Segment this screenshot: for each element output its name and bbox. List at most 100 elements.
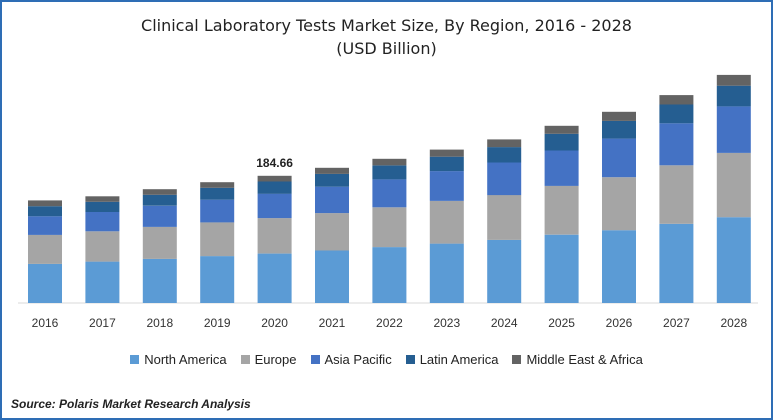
- bar-segment-2019-2: [200, 199, 235, 223]
- bar-segment-2020-3: [257, 181, 292, 194]
- bar-segment-2016-2: [28, 216, 62, 235]
- legend-label: North America: [144, 352, 227, 367]
- x-tick-label: 2026: [606, 316, 633, 330]
- bar-segment-2021-1: [315, 213, 349, 251]
- x-tick-label: 2024: [491, 316, 518, 330]
- bar-segment-2026-0: [602, 230, 636, 303]
- bar-segment-2028-2: [716, 106, 751, 153]
- x-tick-label: 2025: [548, 316, 575, 330]
- bar-segment-2023-1: [429, 201, 464, 244]
- bar-segment-2021-2: [315, 186, 349, 214]
- bar-segment-2018-1: [142, 226, 177, 259]
- bar-segment-2023-3: [429, 156, 464, 172]
- bar-segment-2023-0: [429, 243, 464, 303]
- bar-segment-2027-1: [659, 165, 694, 224]
- legend-label: Middle East & Africa: [526, 352, 643, 367]
- bar-segment-2024-0: [487, 239, 522, 303]
- bar-segment-2028-4: [716, 74, 751, 86]
- bar-segment-2020-1: [257, 218, 292, 254]
- legend-item: Middle East & Africa: [512, 352, 643, 367]
- bar-segment-2017-0: [85, 261, 120, 303]
- bar-segment-2019-4: [200, 182, 235, 188]
- x-tick-label: 2021: [319, 316, 346, 330]
- legend-label: Asia Pacific: [324, 352, 392, 367]
- bar-segment-2022-4: [372, 158, 407, 166]
- x-tick-label: 2027: [663, 316, 690, 330]
- bar-segment-2018-0: [142, 258, 177, 303]
- bar-segment-2021-3: [315, 173, 349, 187]
- x-tick-label: 2020: [261, 316, 288, 330]
- legend-label: Latin America: [419, 352, 499, 367]
- stacked-bar-chart: 2016 2017 2018 2019 2020 184.66 2021 2022 2023 20…: [18, 74, 758, 330]
- legend-swatch: [512, 355, 522, 364]
- x-tick-label: 2022: [376, 316, 403, 330]
- legend-item: Europe: [240, 352, 297, 367]
- bar-segment-2024-2: [487, 162, 522, 196]
- bar-segment-2028-0: [716, 217, 751, 303]
- x-tick-label: 2018: [146, 316, 173, 330]
- x-tick-label: 2023: [433, 316, 460, 330]
- bar-segment-2022-1: [372, 207, 407, 248]
- bar-segment-2020-4: [257, 175, 292, 182]
- bar-segment-2017-4: [85, 196, 120, 202]
- bar-segment-2024-3: [487, 147, 522, 163]
- bar-segment-2025-1: [544, 185, 579, 235]
- bar-segment-2019-0: [200, 256, 235, 303]
- bar-segment-2017-2: [85, 212, 120, 232]
- bar-segment-2017-3: [85, 201, 120, 212]
- x-tick-label: 2017: [89, 316, 116, 330]
- x-tick-label: 2016: [32, 316, 59, 330]
- x-tick-label: 2019: [204, 316, 231, 330]
- bar-segment-2025-2: [544, 150, 579, 186]
- bar-segment-2027-0: [659, 223, 694, 303]
- legend-swatch: [240, 355, 250, 364]
- source-note: Source: Polaris Market Research Analysis: [11, 397, 251, 411]
- bar-segment-2022-3: [372, 165, 407, 180]
- bar-segment-2025-0: [544, 234, 579, 303]
- bar-segment-2024-1: [487, 195, 522, 240]
- bar-segment-2027-2: [659, 123, 694, 166]
- bar-segment-2028-1: [716, 152, 751, 218]
- bar-segment-2017-1: [85, 231, 120, 262]
- bar-segment-2022-0: [372, 247, 407, 303]
- bar-segment-2018-2: [142, 205, 177, 227]
- x-tick-label: 2028: [720, 316, 747, 330]
- bar-segment-2026-1: [602, 177, 636, 231]
- chart-title: Clinical Laboratory Tests Market Size, B…: [141, 16, 632, 35]
- bar-segment-2023-2: [429, 171, 464, 201]
- bar-segment-2026-3: [602, 120, 636, 139]
- bar-segment-2018-3: [142, 194, 177, 206]
- bar-segment-2016-1: [28, 234, 62, 264]
- bar-segment-2016-3: [28, 206, 62, 217]
- legend-swatch: [310, 355, 320, 364]
- bar-segment-2016-0: [28, 263, 62, 303]
- legend-swatch: [405, 355, 415, 364]
- legend-swatch: [130, 355, 140, 364]
- bar-segment-2027-3: [659, 104, 694, 124]
- chart-subtitle: (USD Billion): [336, 39, 437, 58]
- bar-segment-2018-4: [142, 189, 177, 195]
- bar-segment-2022-2: [372, 179, 407, 208]
- bar-segment-2020-0: [257, 253, 292, 303]
- bar-segment-2020-2: [257, 193, 292, 219]
- bar-segment-2019-1: [200, 222, 235, 257]
- bar-segment-2021-0: [315, 250, 349, 303]
- bar-segment-2025-4: [544, 125, 579, 134]
- bar-segment-2023-4: [429, 149, 464, 157]
- bar-segment-2024-4: [487, 139, 522, 148]
- bar-segment-2016-4: [28, 200, 62, 207]
- bar-segment-2028-3: [716, 85, 751, 107]
- bar-segment-2026-4: [602, 111, 636, 121]
- data-label: 184.66: [256, 156, 293, 170]
- chart-legend: North America Europe Asia Pacific Latin Ame…: [2, 352, 771, 367]
- bar-segment-2019-3: [200, 187, 235, 200]
- bar-segment-2027-4: [659, 95, 694, 105]
- legend-item: Asia Pacific: [310, 352, 392, 367]
- legend-item: Latin America: [405, 352, 499, 367]
- bar-segment-2021-4: [315, 167, 349, 174]
- bar-segment-2026-2: [602, 138, 636, 178]
- legend-item: North America: [130, 352, 227, 367]
- legend-label: Europe: [254, 352, 297, 367]
- bar-segment-2025-3: [544, 133, 579, 151]
